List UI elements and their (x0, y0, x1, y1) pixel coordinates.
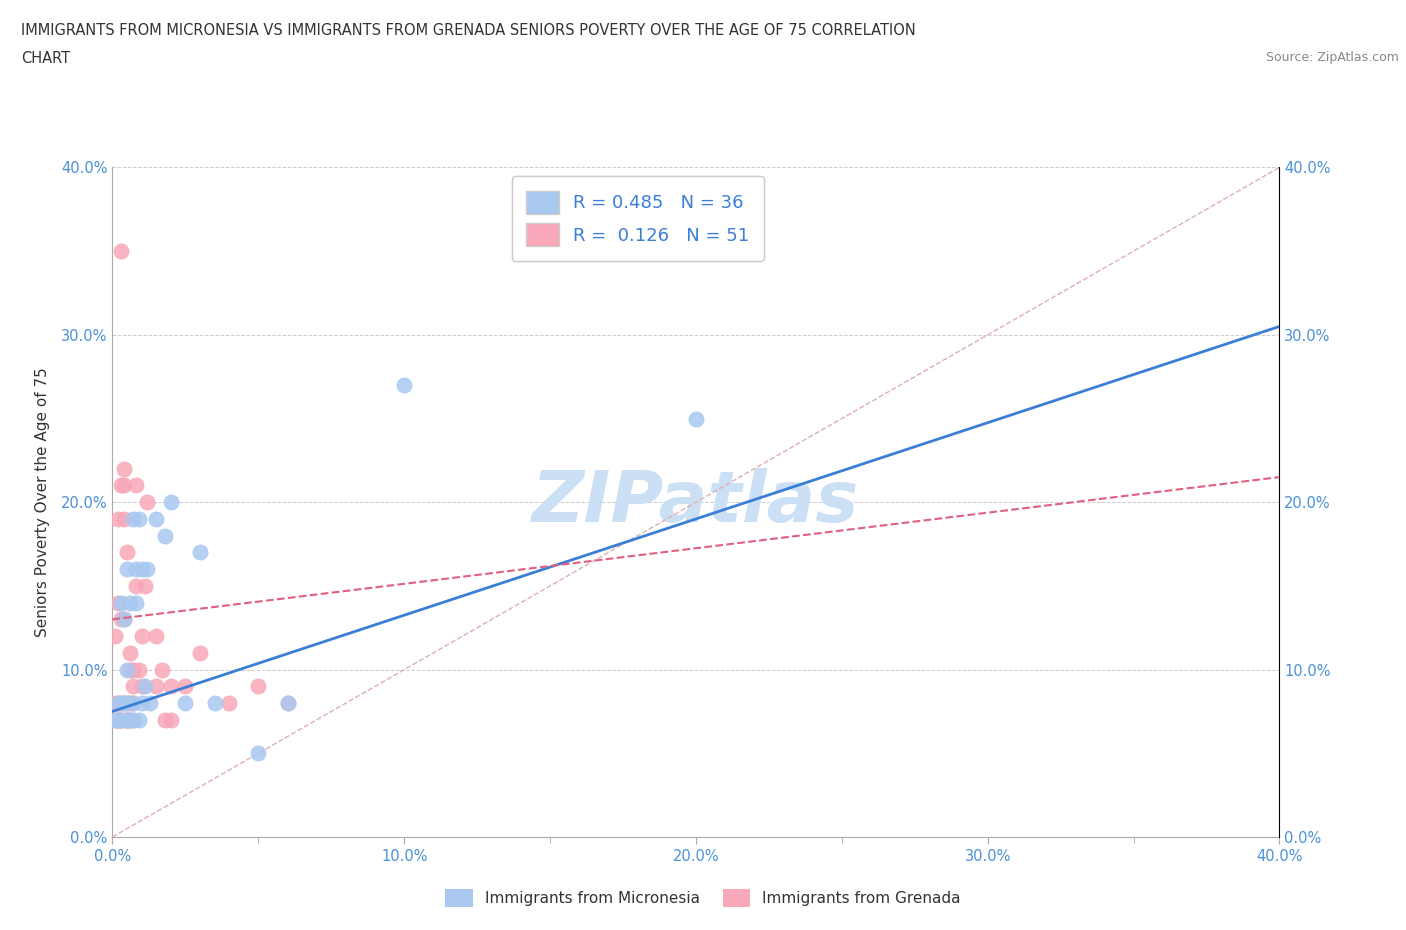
Point (115, 696, 138, 711)
Point (110, 244, 132, 259)
Point (112, 612, 135, 627)
Point (115, 712, 138, 727)
Point (125, 478, 148, 493)
Point (115, 712, 138, 727)
Point (112, 478, 135, 493)
Point (145, 629, 167, 644)
Point (107, 712, 129, 727)
Point (112, 612, 135, 627)
Point (131, 629, 153, 644)
Point (118, 662, 141, 677)
Point (139, 696, 162, 711)
Point (118, 645, 141, 660)
Point (112, 512, 135, 526)
Point (107, 712, 129, 727)
Point (188, 645, 211, 660)
Point (125, 595, 148, 610)
Point (110, 595, 132, 610)
Point (112, 696, 135, 711)
Point (153, 528, 176, 543)
Point (136, 495, 159, 510)
Text: Source: ZipAtlas.com: Source: ZipAtlas.com (1265, 51, 1399, 64)
Point (122, 679, 145, 694)
Point (122, 662, 145, 677)
Point (174, 679, 197, 694)
Point (392, 378, 416, 392)
Point (685, 411, 707, 426)
Point (153, 712, 176, 727)
Point (118, 696, 141, 711)
Point (115, 696, 138, 711)
Point (107, 696, 129, 711)
Point (107, 712, 129, 727)
Point (110, 696, 132, 711)
Text: ZIPatlas: ZIPatlas (533, 468, 859, 537)
Point (218, 696, 240, 711)
Point (125, 578, 148, 593)
Point (104, 629, 127, 644)
Point (104, 712, 127, 727)
Point (131, 679, 153, 694)
Point (112, 696, 135, 711)
Text: CHART: CHART (21, 51, 70, 66)
Text: IMMIGRANTS FROM MICRONESIA VS IMMIGRANTS FROM GRENADA SENIORS POVERTY OVER THE A: IMMIGRANTS FROM MICRONESIA VS IMMIGRANTS… (21, 23, 915, 38)
Point (128, 662, 150, 677)
Point (110, 712, 132, 727)
Point (107, 512, 129, 526)
Point (160, 712, 183, 727)
Point (145, 679, 167, 694)
Point (115, 662, 138, 677)
Point (125, 562, 148, 577)
Point (247, 746, 270, 761)
Point (122, 712, 145, 727)
Point (110, 612, 132, 627)
Legend: Immigrants from Micronesia, Immigrants from Grenada: Immigrants from Micronesia, Immigrants f… (439, 884, 967, 913)
Point (145, 512, 167, 526)
Point (104, 696, 127, 711)
Point (122, 512, 145, 526)
Point (122, 696, 145, 711)
Point (150, 662, 173, 677)
Point (136, 562, 159, 577)
Point (188, 545, 211, 560)
Point (107, 696, 129, 711)
Point (204, 696, 226, 711)
Point (122, 712, 145, 727)
Point (131, 562, 153, 577)
Point (112, 461, 135, 476)
Point (115, 562, 138, 577)
Point (107, 712, 129, 727)
Point (110, 712, 132, 727)
Point (131, 696, 153, 711)
Point (118, 712, 141, 727)
Point (118, 595, 141, 610)
Point (115, 712, 138, 727)
Point (110, 696, 132, 711)
Point (160, 679, 183, 694)
Point (134, 679, 156, 694)
Point (276, 696, 298, 711)
Point (134, 578, 156, 593)
Point (107, 595, 129, 610)
Point (122, 696, 145, 711)
Point (247, 679, 270, 694)
Legend: R = 0.485   N = 36, R =  0.126   N = 51: R = 0.485 N = 36, R = 0.126 N = 51 (512, 177, 763, 260)
Point (128, 712, 150, 727)
Y-axis label: Seniors Poverty Over the Age of 75: Seniors Poverty Over the Age of 75 (35, 367, 49, 637)
Point (128, 512, 150, 526)
Point (276, 696, 298, 711)
Point (112, 712, 135, 727)
Point (115, 545, 138, 560)
Point (104, 712, 127, 727)
Point (160, 495, 183, 510)
Point (110, 712, 132, 727)
Point (118, 712, 141, 727)
Point (174, 696, 197, 711)
Point (110, 478, 132, 493)
